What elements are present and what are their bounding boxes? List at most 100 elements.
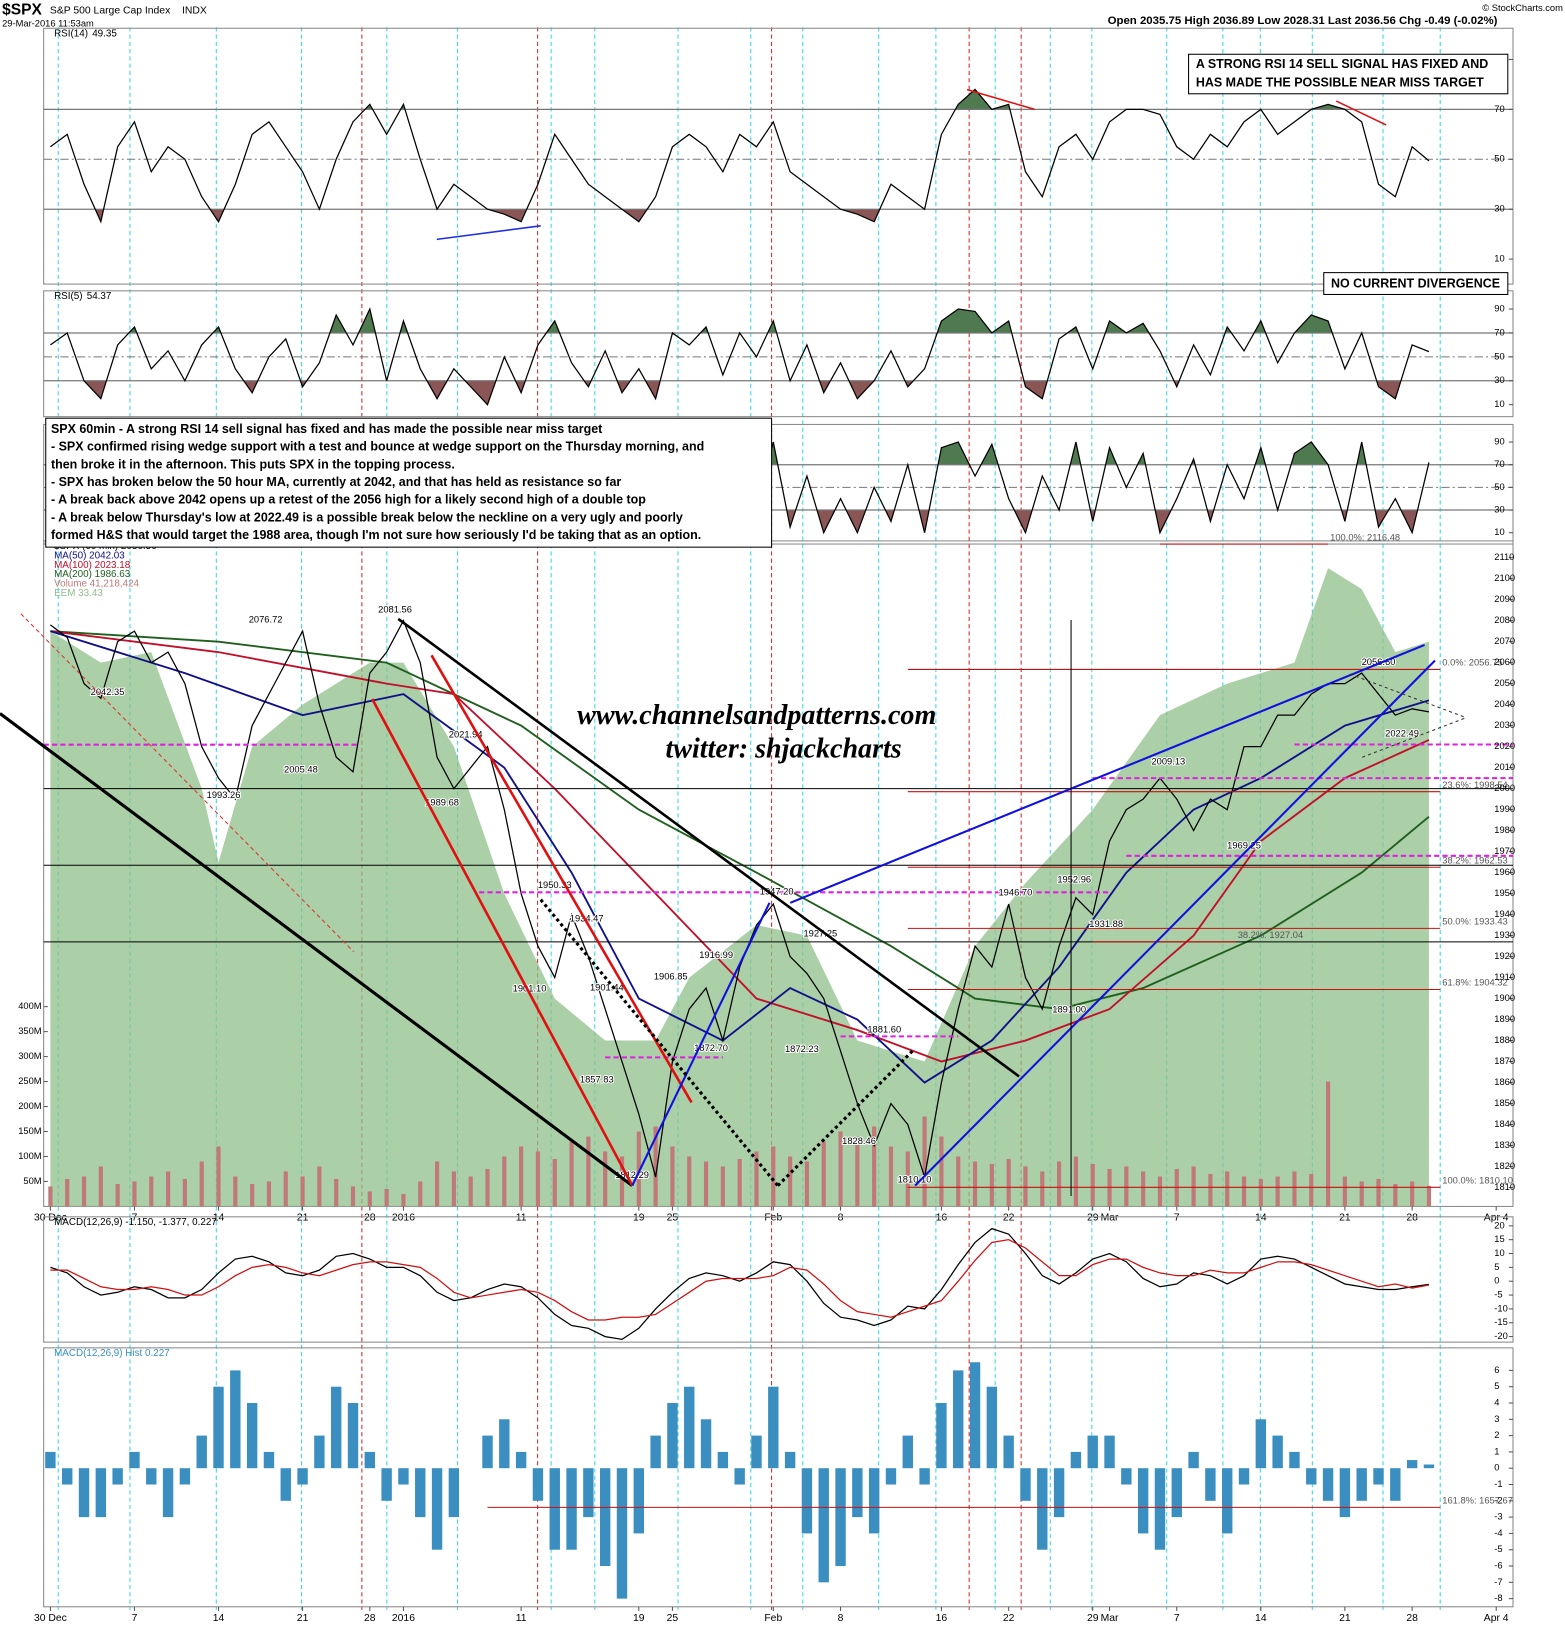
volume-bar bbox=[821, 1141, 826, 1207]
hist-bar bbox=[599, 1468, 611, 1567]
hist-bar bbox=[364, 1451, 376, 1469]
x-tick-label: 11 bbox=[516, 1213, 527, 1224]
hist-bar bbox=[482, 1435, 493, 1469]
hist-bar bbox=[751, 1435, 762, 1469]
volume-bar bbox=[250, 1183, 255, 1207]
hist-bar bbox=[919, 1468, 930, 1485]
y2-tick-label: 350M bbox=[18, 1026, 42, 1036]
hist-bar bbox=[1020, 1468, 1031, 1501]
volume-bar bbox=[199, 1161, 204, 1207]
y-tick-label: -10 bbox=[1494, 1303, 1508, 1313]
volume-bar bbox=[1090, 1163, 1095, 1207]
hist-bar bbox=[448, 1468, 460, 1518]
volume-bar bbox=[266, 1181, 272, 1207]
volume-bar bbox=[720, 1166, 725, 1207]
fib-label: 61.8%: 1904.32 bbox=[1442, 978, 1507, 988]
y-tick-label: 6 bbox=[1494, 1365, 1499, 1375]
volume-bar bbox=[317, 1166, 322, 1207]
hist-bar bbox=[532, 1468, 544, 1501]
watermark: twitter: shjackcharts bbox=[666, 733, 902, 764]
y-tick-label: 2090 bbox=[1494, 594, 1515, 604]
volume-bar bbox=[1208, 1173, 1213, 1207]
volume-bar bbox=[872, 1126, 877, 1207]
x-tick-label: 30 Dec bbox=[34, 1213, 67, 1224]
hist-bar bbox=[902, 1435, 913, 1469]
y-tick-label: 2080 bbox=[1494, 615, 1515, 625]
y2-tick-label: 100M bbox=[18, 1151, 42, 1161]
volume-bar bbox=[905, 1151, 910, 1207]
y2-tick-label: 400M bbox=[18, 1001, 42, 1011]
volume-bar bbox=[619, 1156, 625, 1207]
price-label: 2009.13 bbox=[1151, 757, 1185, 767]
volume-bar bbox=[115, 1183, 120, 1207]
trendline bbox=[789, 643, 1426, 904]
y-tick-label: 70 bbox=[1494, 459, 1504, 469]
volume-bar bbox=[451, 1171, 456, 1207]
series-line bbox=[50, 630, 1430, 1063]
y-tick-label: 0 bbox=[1494, 1276, 1499, 1286]
price-label: 1881.60 bbox=[867, 1024, 901, 1034]
y-tick-label: -7 bbox=[1494, 1577, 1502, 1587]
y-tick-label: 30 bbox=[1494, 375, 1504, 385]
volume-bar bbox=[367, 1191, 372, 1207]
volume-bar bbox=[233, 1176, 238, 1207]
y-tick-label: 0 bbox=[1494, 1463, 1499, 1473]
hist-bar bbox=[230, 1370, 241, 1469]
hist-bar bbox=[700, 1419, 712, 1469]
y-tick-label: 90 bbox=[1494, 303, 1504, 313]
x-tick-label: 28 bbox=[364, 1613, 376, 1624]
hist-bar bbox=[818, 1468, 829, 1583]
volume-bar bbox=[1410, 1181, 1415, 1207]
y-tick-label: 3 bbox=[1494, 1414, 1499, 1424]
y-tick-label: 2000 bbox=[1494, 783, 1515, 793]
y-tick-label: 2010 bbox=[1494, 762, 1515, 772]
legend-name: MA(200) 1986.63 bbox=[54, 569, 131, 580]
y-tick-label: 1970 bbox=[1494, 846, 1515, 856]
hist-bar bbox=[667, 1402, 678, 1469]
x-tick-label: Feb bbox=[764, 1213, 782, 1224]
trendline bbox=[1349, 673, 1467, 719]
legend-entry: MACD(12,26,9) -1.150, -1.377, 0.227 bbox=[54, 1217, 217, 1228]
x-tick-label: 25 bbox=[667, 1213, 679, 1224]
y-tick-label: 1830 bbox=[1494, 1140, 1515, 1150]
hist-bar bbox=[1222, 1468, 1233, 1534]
volume-bar bbox=[636, 1131, 641, 1207]
y2-tick-label: 50M bbox=[23, 1176, 41, 1186]
y-tick-label: -15 bbox=[1494, 1317, 1508, 1327]
volume-bar bbox=[81, 1176, 87, 1207]
hist-bar bbox=[566, 1468, 577, 1550]
rsi-callout: A STRONG RSI 14 SELL SIGNAL HAS FIXED AN… bbox=[1188, 53, 1509, 295]
volume-bar bbox=[1376, 1178, 1381, 1207]
hist-bar bbox=[196, 1435, 207, 1469]
volume-bar bbox=[418, 1181, 423, 1207]
hist-bar bbox=[1104, 1435, 1115, 1469]
symbol: $SPX bbox=[2, 2, 42, 19]
y-tick-label: 1950 bbox=[1494, 888, 1515, 898]
y-tick-label: 1920 bbox=[1494, 951, 1515, 961]
volume-bar bbox=[1309, 1173, 1314, 1207]
y-tick-label: 10 bbox=[1494, 254, 1504, 264]
legend-name: EEM 33.43 bbox=[54, 588, 103, 599]
y-tick-label: 50 bbox=[1494, 482, 1504, 492]
volume-bar bbox=[1040, 1171, 1045, 1207]
y-tick-label: 1960 bbox=[1494, 867, 1515, 877]
hist-bar bbox=[1003, 1435, 1014, 1469]
y-tick-label: -4 bbox=[1494, 1528, 1502, 1538]
hist-bar bbox=[112, 1468, 123, 1485]
volume-bar bbox=[1225, 1171, 1230, 1207]
hist-bar bbox=[1121, 1468, 1132, 1485]
hist-bar bbox=[1306, 1468, 1317, 1485]
price-label: 1901.10 bbox=[513, 983, 547, 993]
series-line bbox=[50, 619, 1430, 1178]
hist-bar bbox=[1070, 1451, 1082, 1469]
price-label: 1969.25 bbox=[1227, 840, 1261, 850]
fib-label: 100.0%: 1810.10 bbox=[1442, 1176, 1513, 1186]
panel-frame bbox=[43, 1347, 1514, 1608]
x-tick-label: 2016 bbox=[392, 1613, 415, 1624]
legend-name: Volume 41,218,424 bbox=[54, 578, 139, 589]
hist-bar bbox=[616, 1468, 628, 1599]
volume-bar bbox=[1073, 1156, 1078, 1207]
hist-bar bbox=[1087, 1435, 1098, 1469]
fib-label: 50.0%: 1933.43 bbox=[1442, 917, 1507, 927]
